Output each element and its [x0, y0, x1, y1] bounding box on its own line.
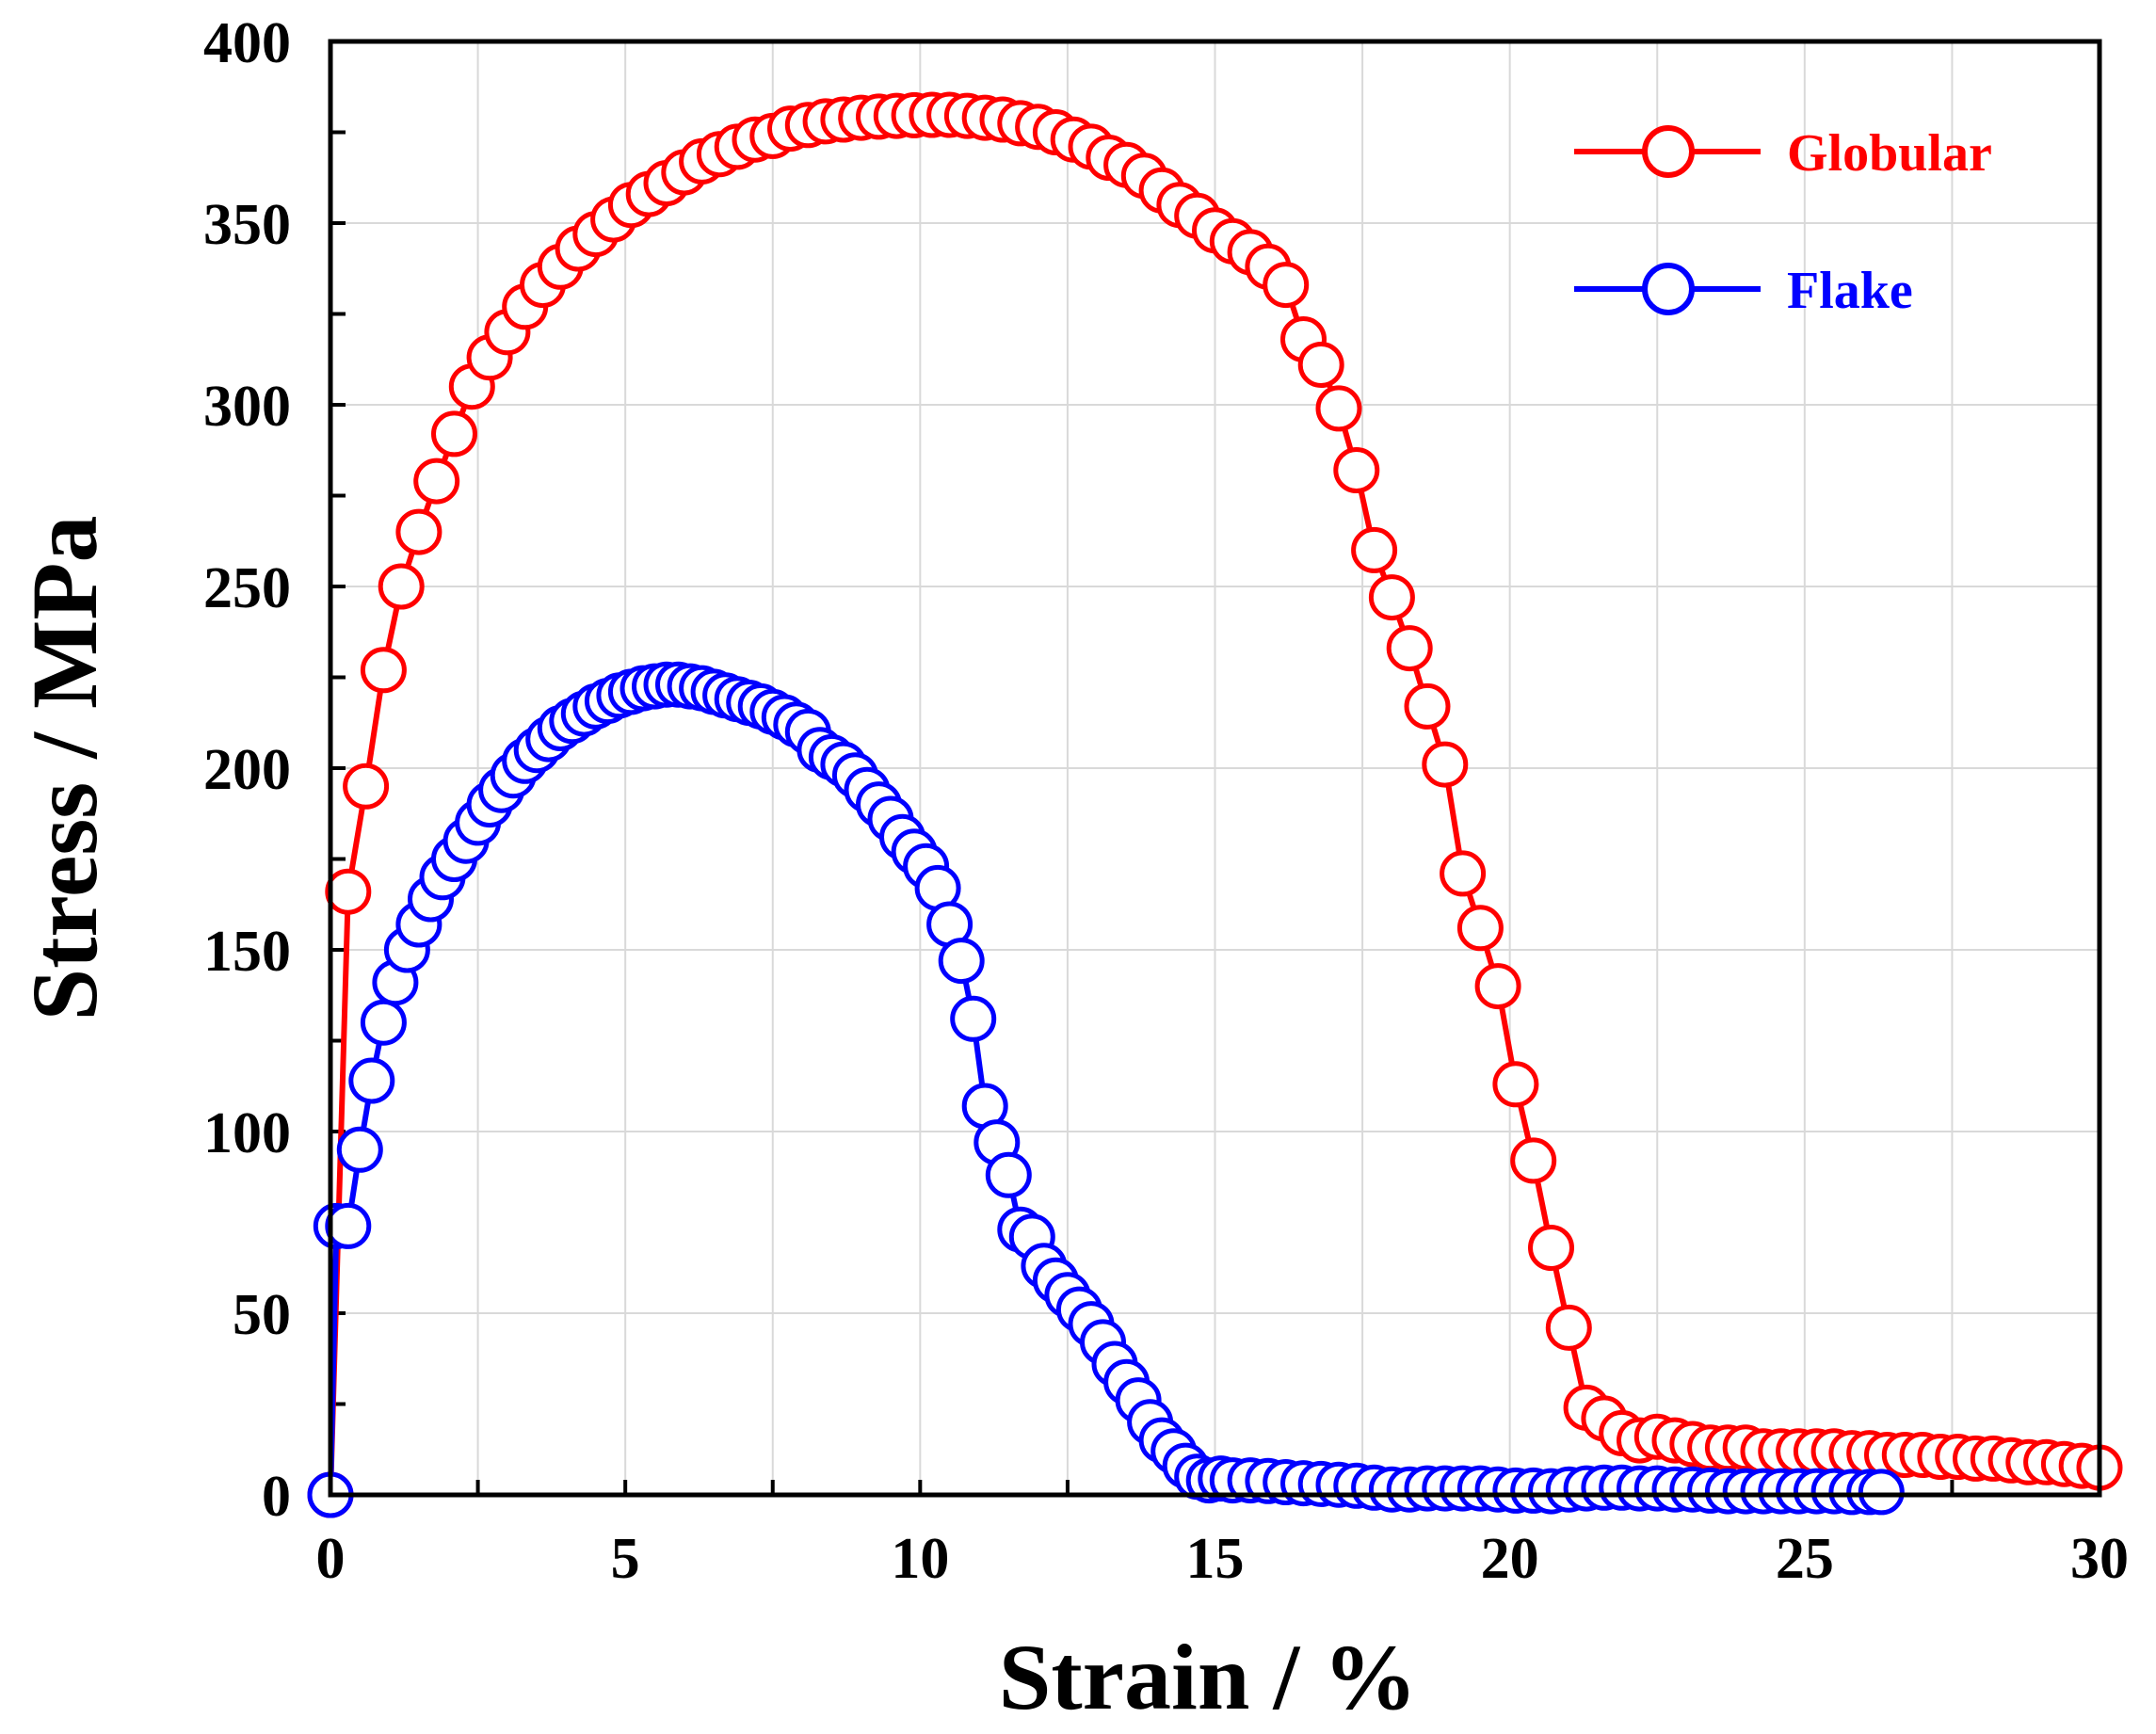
y-tick-label: 0 [262, 1465, 291, 1529]
legend-label-globular: Globular [1787, 124, 1992, 183]
data-point-globular [413, 458, 460, 505]
y-axis-title: Stress / MPa [12, 516, 117, 1021]
data-point-flake [348, 1057, 395, 1104]
data-point-globular [360, 647, 407, 694]
y-tick-label: 350 [203, 193, 291, 257]
data-point-flake [325, 1202, 372, 1249]
data-point-flake [950, 995, 997, 1042]
data-point-globular [325, 868, 372, 915]
y-tick-label: 400 [203, 11, 291, 75]
y-tick-label: 200 [203, 738, 291, 802]
y-tick-label: 150 [203, 920, 291, 984]
x-tick-label: 5 [611, 1527, 640, 1591]
x-tick-label: 25 [1776, 1527, 1834, 1591]
data-point-globular [1297, 342, 1344, 388]
data-point-globular [1404, 682, 1451, 730]
data-point-globular [1545, 1304, 1592, 1351]
y-tick-label: 300 [203, 375, 291, 439]
y-tick-label: 250 [203, 556, 291, 620]
y-tick-label: 50 [233, 1283, 291, 1347]
data-point-flake [336, 1126, 383, 1173]
plot-area-frame [328, 39, 2102, 1498]
legend-marker-globular [1642, 125, 1695, 178]
data-point-globular [395, 508, 442, 555]
legend-marker-flake [1642, 263, 1695, 315]
x-tick-label: 30 [2070, 1527, 2129, 1591]
data-point-globular [431, 410, 477, 458]
data-point-flake [1858, 1469, 1905, 1516]
data-point-globular [1510, 1137, 1557, 1184]
legend-label-flake: Flake [1787, 262, 1913, 320]
y-tick-label: 100 [203, 1101, 291, 1165]
data-point-flake [360, 999, 407, 1046]
data-point-globular [1333, 447, 1380, 493]
data-point-globular [343, 763, 390, 810]
data-point-globular [378, 563, 425, 610]
data-point-flake [985, 1151, 1032, 1198]
x-tick-label: 0 [316, 1527, 346, 1591]
data-series [307, 91, 2123, 1518]
data-point-flake [938, 938, 985, 985]
data-point-globular [1440, 850, 1487, 897]
x-tick-label: 15 [1186, 1527, 1245, 1591]
data-point-globular [1368, 574, 1415, 621]
series-flake [307, 661, 1905, 1518]
data-point-globular [1422, 741, 1469, 788]
data-point-globular [1263, 262, 1310, 309]
legend: Globular Flake [1574, 124, 1992, 320]
data-point-globular [1386, 625, 1433, 672]
data-point-globular [1315, 385, 1362, 432]
x-tick-label: 10 [891, 1527, 949, 1591]
x-axis-title: Strain / % [999, 1625, 1417, 1729]
data-point-globular [1528, 1225, 1574, 1271]
data-point-globular [1456, 905, 1504, 952]
series-globular [307, 91, 2123, 1518]
data-point-globular [1492, 1061, 1539, 1108]
data-point-globular [1474, 963, 1521, 1010]
data-point-globular [1351, 526, 1398, 573]
x-tick-label: 20 [1481, 1527, 1539, 1591]
